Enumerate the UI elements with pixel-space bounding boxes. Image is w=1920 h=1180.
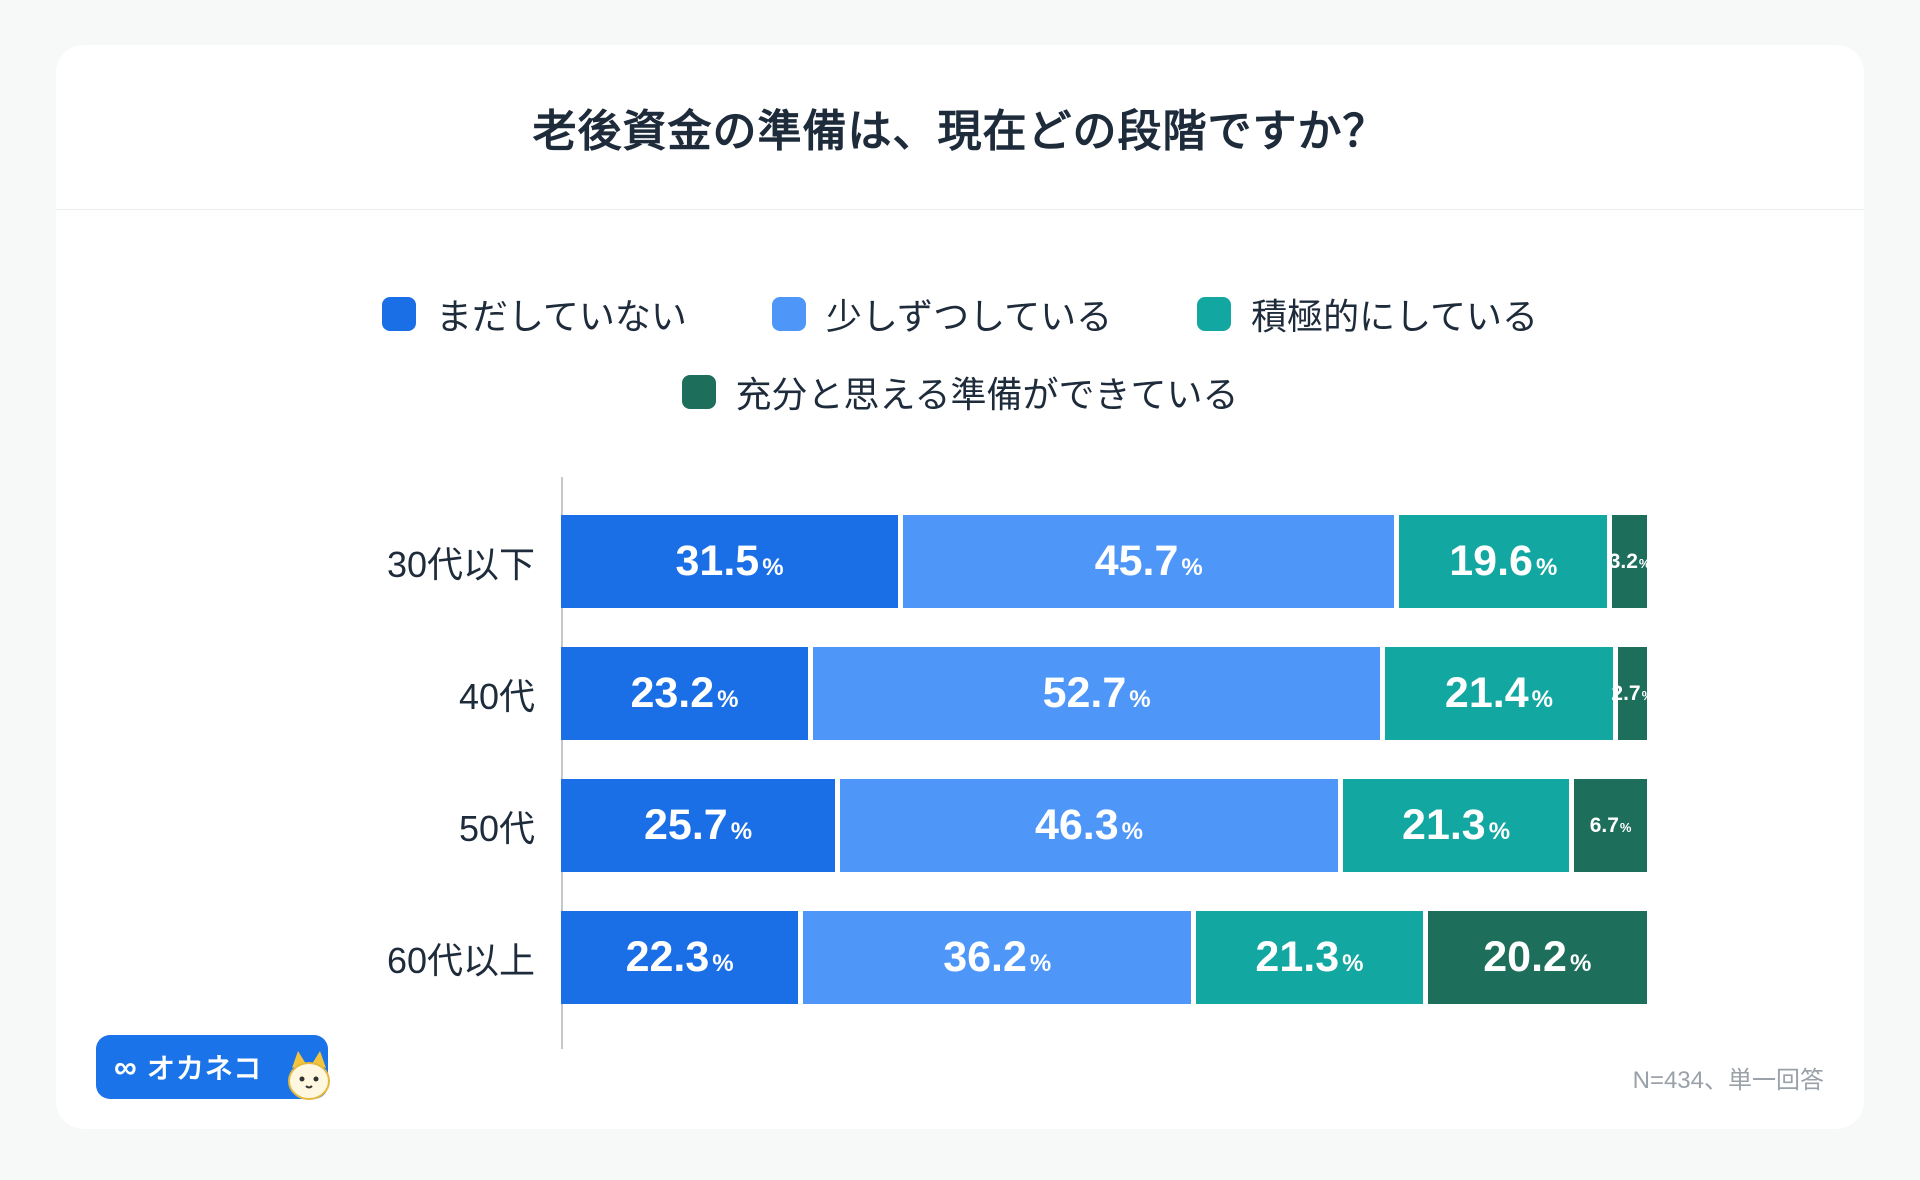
infinity-icon: ∞ (114, 1049, 137, 1085)
legend-swatch (381, 297, 416, 331)
legend-swatch (681, 375, 716, 409)
bar-segment: 45.7% (903, 515, 1400, 608)
okaneko-cat-icon (288, 1051, 331, 1100)
segment-value: 20.2% (1483, 933, 1592, 981)
segment-value: 36.2% (943, 933, 1052, 981)
legend: まだしていない 少しずつしている 積極的にしている 充分と思える準備ができている (56, 288, 1864, 418)
segment-value: 21.3% (1402, 801, 1511, 849)
legend-label: 少しずつしている (825, 296, 1113, 337)
legend-label: まだしていない (435, 296, 687, 337)
card-header: 老後資金の準備は、現在どの段階ですか？ (56, 45, 1864, 210)
chart-row: 50代 25.7% 46.3% 21.3% 6.7% (56, 779, 1864, 872)
card-body: まだしていない 少しずつしている 積極的にしている 充分と思える準備ができている 30… (56, 288, 1864, 1049)
bar-segment: 20.2% (1427, 911, 1647, 1004)
sample-note: N=434、単一回答 (1632, 1067, 1824, 1094)
bar-segment: 31.5% (561, 515, 904, 608)
chart-rows: 30代以下 31.5% 45.7% 19.6% 3.2% 40代 23.2% 52.7% 21.… (56, 477, 1864, 1049)
legend-label: 積極的にしている (1251, 296, 1539, 337)
legend-label: 充分と思える準備ができている (735, 374, 1239, 415)
chart-row: 60代以上 22.3% 36.2% 21.3% 20.2% (56, 911, 1864, 1004)
chart-row: 30代以下 31.5% 45.7% 19.6% 3.2% (56, 515, 1864, 608)
stacked-bar: 23.2% 52.7% 21.4% 2.7% (561, 647, 1653, 740)
segment-value: 46.3% (1034, 801, 1144, 849)
segment-value: 3.2% (1608, 549, 1651, 573)
okaneko-logo: ∞ オカネコ (96, 1035, 331, 1100)
segment-value: 6.7% (1589, 813, 1632, 837)
legend-row: まだしていない 少しずつしている 積極的にしている (381, 288, 1538, 340)
bar-segment: 6.7% (1574, 779, 1647, 872)
segment-value: 31.5% (675, 537, 784, 585)
segment-value: 22.3% (625, 933, 734, 981)
category-label: 50代 (458, 807, 535, 849)
legend-item: 積極的にしている (1197, 288, 1538, 340)
y-axis-line (561, 477, 563, 1049)
chart-title: 老後資金の準備は、現在どの段階ですか？ (532, 107, 1388, 156)
legend-item: 充分と思える準備ができている (681, 366, 1239, 418)
bar-segment: 21.4% (1385, 647, 1618, 740)
segment-value: 25.7% (644, 801, 753, 849)
stacked-bar: 25.7% 46.3% 21.3% 6.7% (561, 779, 1647, 872)
bar-segment: 21.3% (1196, 911, 1428, 1004)
stacked-bar: 31.5% 45.7% 19.6% 3.2% (561, 515, 1650, 608)
logo-text: オカネコ (146, 1053, 263, 1084)
legend-row: 充分と思える準備ができている (681, 366, 1239, 418)
bar-segment: 52.7% (812, 647, 1386, 740)
chart-card: 老後資金の準備は、現在どの段階ですか？ まだしていない 少しずつしている 積極的にし… (56, 45, 1864, 1129)
bar-segment: 22.3% (561, 911, 804, 1004)
segment-value: 21.3% (1255, 933, 1364, 981)
category-label: 60代以上 (386, 939, 535, 981)
stacked-bar: 22.3% 36.2% 21.3% 20.2% (561, 911, 1647, 1004)
segment-value: 19.6% (1449, 537, 1558, 585)
legend-swatch (1197, 297, 1232, 331)
chart-row: 40代 23.2% 52.7% 21.4% 2.7% (56, 647, 1864, 740)
bar-segment: 19.6% (1399, 515, 1613, 608)
category-label: 40代 (458, 675, 535, 717)
bar-segment: 36.2% (803, 911, 1197, 1004)
bar-segment: 46.3% (840, 779, 1343, 872)
legend-item: まだしていない (381, 288, 687, 340)
legend-swatch (771, 297, 806, 331)
bar-segment: 3.2% (1609, 515, 1650, 608)
bar-segment: 21.3% (1342, 779, 1575, 872)
segment-value: 21.4% (1444, 669, 1553, 717)
segment-value: 52.7% (1042, 669, 1151, 717)
category-label: 30代以下 (386, 543, 535, 585)
segment-value: 45.7% (1094, 537, 1203, 585)
bar-segment: 2.7% (1611, 647, 1653, 740)
legend-item: 少しずつしている (771, 288, 1113, 340)
segment-value: 2.7% (1611, 681, 1654, 705)
segment-value: 23.2% (630, 669, 739, 717)
logo-pill: ∞ オカネコ (96, 1035, 331, 1100)
bar-segment: 25.7% (561, 779, 841, 872)
bar-segment: 23.2% (561, 647, 813, 740)
